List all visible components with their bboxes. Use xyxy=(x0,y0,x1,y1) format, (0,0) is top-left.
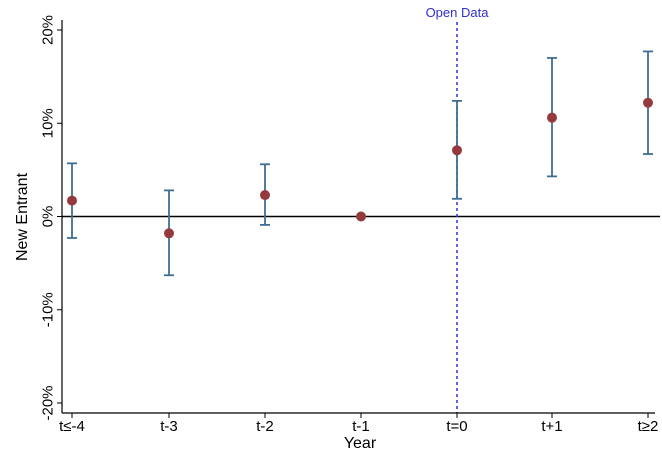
y-tick-label: -20% xyxy=(40,385,57,420)
point-estimate xyxy=(547,112,557,123)
point-estimate xyxy=(452,145,462,156)
y-tick-label: 10% xyxy=(40,108,57,138)
x-tick-label: t+1 xyxy=(541,418,562,435)
x-tick-label: t-1 xyxy=(352,418,370,435)
point-estimates xyxy=(67,97,653,239)
x-tick-label: t≤-4 xyxy=(59,418,85,435)
x-axis-title: Year xyxy=(344,435,377,452)
axis-ticks: 20% 10% 0% -10% -20%t≤-4 t-3 t-2 t-1 t=0 t+1 t≥2 xyxy=(40,15,659,435)
error-bars xyxy=(67,50,653,277)
x-tick-label: t-2 xyxy=(256,418,274,435)
x-tick-label: t-3 xyxy=(160,418,178,435)
y-axis-title: New Entrant xyxy=(14,172,31,261)
point-estimate xyxy=(67,195,77,206)
point-estimate xyxy=(164,228,174,239)
x-tick-label: t≥2 xyxy=(638,418,659,435)
open-data-annotation: Open Data xyxy=(426,5,490,20)
y-tick-label: 0% xyxy=(40,206,57,228)
point-estimate xyxy=(260,190,270,201)
point-estimate xyxy=(356,211,366,222)
point-estimate xyxy=(643,97,653,108)
y-tick-label: 20% xyxy=(40,15,57,45)
x-tick-label: t=0 xyxy=(446,418,467,435)
y-tick-label: -10% xyxy=(40,292,57,327)
